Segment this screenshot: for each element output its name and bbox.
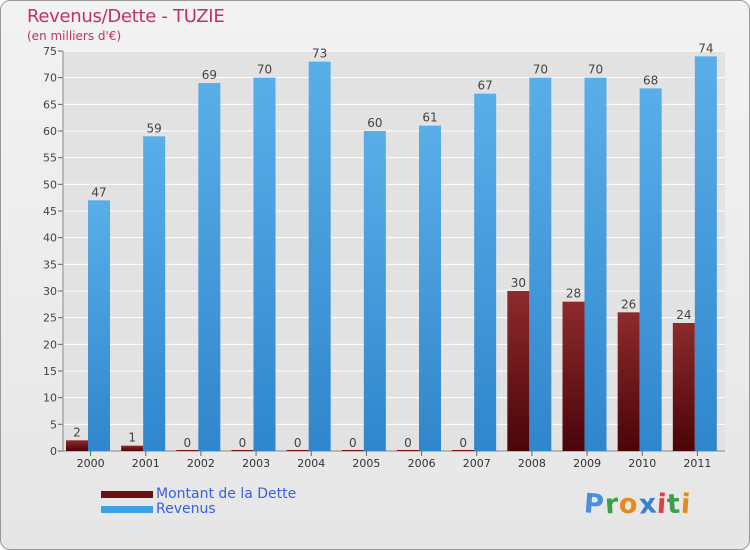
logo-letter: i: [680, 488, 693, 521]
legend-swatch-debt: [101, 491, 153, 498]
plot-area: [63, 51, 725, 451]
y-tick-label: 15: [43, 365, 57, 378]
chart-subtitle: (en milliers d'€): [27, 29, 122, 43]
y-tick-label: 40: [43, 232, 57, 245]
y-tick-label: 20: [43, 338, 57, 351]
x-tick-label: 2000: [77, 457, 105, 470]
data-label-revenue: 47: [91, 185, 106, 199]
x-tick-label: 2011: [683, 457, 711, 470]
x-tick-label: 2009: [573, 457, 601, 470]
data-label-debt: 0: [404, 436, 412, 450]
y-tick-label: 75: [43, 45, 57, 58]
x-tick-label: 2004: [297, 457, 325, 470]
data-label-revenue: 73: [312, 47, 327, 61]
bar-debt: [672, 323, 695, 451]
logo-letter: P: [582, 488, 606, 521]
bar-revenue: [694, 56, 717, 451]
y-tick-label: 65: [43, 98, 57, 111]
bar-revenue: [253, 77, 276, 452]
data-label-revenue: 59: [147, 121, 162, 135]
data-label-debt: 2: [73, 425, 81, 439]
bar-debt: [66, 440, 88, 451]
y-tick-label: 45: [43, 205, 57, 218]
x-tick-label: 2005: [352, 457, 380, 470]
y-tick-label: 25: [43, 312, 57, 325]
bar-debt: [176, 450, 199, 451]
x-tick-label: 2003: [242, 457, 270, 470]
y-tick-label: 70: [43, 72, 57, 85]
bar-debt: [121, 445, 144, 451]
bar-revenue: [419, 125, 441, 452]
data-label-debt: 0: [239, 436, 247, 450]
data-label-debt: 0: [184, 436, 192, 450]
legend-label-debt: Montant de la Dette: [156, 486, 297, 502]
data-label-revenue: 69: [202, 68, 217, 82]
data-label-revenue: 61: [422, 111, 437, 125]
data-label-debt: 0: [459, 436, 467, 450]
bar-revenue: [639, 88, 662, 451]
x-tick-label: 2006: [408, 457, 436, 470]
data-label-debt: 24: [676, 308, 691, 322]
data-label-revenue: 60: [367, 116, 382, 130]
bar-debt: [231, 450, 254, 451]
legend-item-revenue: Revenus: [101, 502, 296, 517]
data-label-debt: 0: [349, 436, 357, 450]
data-label-revenue: 68: [643, 73, 658, 87]
proxiti-logo: Proxiti: [582, 488, 693, 521]
x-tick-label: 2002: [187, 457, 215, 470]
bar-debt: [562, 301, 585, 451]
bar-revenue: [308, 61, 331, 452]
data-label-revenue: 67: [478, 79, 493, 93]
y-tick-label: 30: [43, 285, 57, 298]
legend: Montant de la Dette Revenus: [101, 487, 296, 517]
bar-revenue: [143, 136, 166, 452]
bar-debt: [617, 312, 640, 451]
x-tick-label: 2007: [463, 457, 491, 470]
data-label-revenue: 70: [533, 63, 548, 77]
data-label-debt: 30: [511, 276, 526, 290]
data-label-debt: 28: [566, 287, 581, 301]
data-label-debt: 0: [294, 436, 302, 450]
bar-revenue: [363, 131, 386, 451]
data-label-debt: 1: [128, 431, 136, 445]
y-tick-label: 55: [43, 152, 57, 165]
logo-letter: o: [618, 488, 640, 521]
bar-debt: [397, 450, 419, 451]
chart-title: Revenus/Dette - TUZIE: [27, 6, 225, 27]
bar-revenue: [474, 93, 497, 452]
bar-debt: [286, 450, 309, 451]
legend-item-debt: Montant de la Dette: [101, 487, 296, 502]
logo-letter: x: [637, 488, 659, 521]
bar-debt: [341, 450, 364, 451]
y-tick-label: 35: [43, 258, 57, 271]
data-label-revenue: 70: [588, 63, 603, 77]
y-tick-label: 60: [43, 125, 57, 138]
y-tick-label: 10: [43, 392, 57, 405]
legend-label-revenue: Revenus: [156, 501, 216, 517]
bar-revenue: [529, 77, 552, 452]
bar-revenue: [88, 200, 110, 451]
bar-debt: [452, 450, 475, 451]
y-tick-label: 0: [50, 445, 57, 458]
y-tick-label: 50: [43, 178, 57, 191]
data-label-revenue: 74: [698, 41, 713, 55]
x-tick-label: 2010: [628, 457, 656, 470]
data-label-debt: 26: [621, 297, 636, 311]
x-tick-label: 2008: [518, 457, 546, 470]
y-tick-label: 5: [50, 418, 57, 431]
bar-revenue: [198, 83, 221, 451]
bar-revenue: [584, 77, 607, 452]
bar-debt: [507, 291, 530, 451]
legend-swatch-revenue: [101, 506, 153, 513]
x-tick-label: 2001: [132, 457, 160, 470]
data-label-revenue: 70: [257, 63, 272, 77]
